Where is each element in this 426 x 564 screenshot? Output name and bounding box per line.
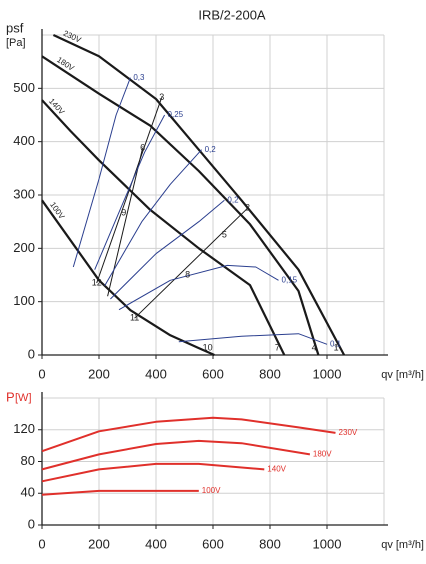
x-tick-label: 800	[259, 366, 281, 381]
curve	[110, 199, 225, 300]
x-tick-label: 600	[202, 536, 224, 551]
curve-label: 230V	[339, 428, 358, 437]
y-axis-label: psf	[6, 20, 24, 35]
y-tick-label: 0	[28, 516, 35, 531]
x-tick-label: 800	[259, 536, 281, 551]
curve	[118, 264, 279, 311]
x-tick-label: 0	[38, 536, 45, 551]
curve	[52, 34, 346, 356]
curve	[41, 489, 199, 496]
y-tick-label: 0	[28, 346, 35, 361]
curve-label: 0,1	[330, 339, 342, 348]
point-label: 3	[159, 92, 164, 102]
curve	[104, 149, 202, 286]
curve	[72, 77, 131, 268]
point-label: 12	[92, 277, 102, 287]
y-axis-unit: [W]	[15, 392, 32, 404]
curve-label: 180V	[313, 449, 332, 458]
y-tick-label: 300	[13, 186, 35, 201]
x-tick-label: 1000	[313, 536, 342, 551]
y-tick-label: 80	[21, 453, 35, 468]
curve-label: 0,3	[133, 73, 145, 82]
y-tick-label: 40	[21, 485, 35, 500]
point-label: 11	[130, 313, 139, 323]
x-tick-label: 200	[88, 366, 110, 381]
curve	[41, 462, 265, 483]
curve	[41, 55, 320, 356]
x-tick-label: 1000	[313, 366, 342, 381]
y-axis-label: P	[6, 389, 15, 404]
curve	[178, 333, 328, 345]
point-label: 2	[245, 203, 250, 213]
curve	[41, 439, 311, 471]
y-tick-label: 400	[13, 133, 35, 148]
y-axis-unit: [Pa]	[6, 37, 26, 49]
curve-label: 0,25	[168, 110, 184, 119]
x-tick-label: 400	[145, 366, 167, 381]
curve	[41, 199, 215, 357]
point-label: 7	[275, 342, 280, 352]
curve-label: 0,15	[282, 275, 298, 284]
chart-title: IRB/2-200A	[198, 7, 266, 22]
x-axis-label: qv [m³/h]	[381, 369, 424, 381]
point-label: 10	[203, 342, 213, 352]
y-tick-label: 120	[13, 421, 35, 436]
x-tick-label: 400	[145, 536, 167, 551]
point-label: 8	[185, 269, 190, 279]
x-tick-label: 600	[202, 366, 224, 381]
point-label: 1	[334, 342, 339, 352]
x-tick-label: 200	[88, 536, 110, 551]
point-label: 5	[222, 229, 227, 239]
curve-label: 180V	[55, 55, 76, 73]
y-tick-label: 500	[13, 80, 35, 95]
point-label: 9	[121, 208, 126, 218]
y-tick-label: 100	[13, 293, 35, 308]
x-tick-label: 0	[38, 366, 45, 381]
x-axis-label: qv [m³/h]	[381, 539, 424, 551]
curve-label: 0,2	[205, 145, 217, 154]
guide-line	[134, 207, 248, 319]
curve-label: 230V	[62, 29, 83, 45]
point-label: 4	[312, 342, 317, 352]
curve-label: 100V	[202, 486, 221, 495]
curve	[94, 114, 166, 270]
curve-label: 140V	[267, 465, 286, 474]
curve-label: 140V	[47, 97, 67, 117]
y-tick-label: 200	[13, 240, 35, 255]
point-label: 6	[140, 142, 145, 152]
curve-label: 0,2	[227, 195, 239, 204]
curve	[41, 416, 336, 453]
